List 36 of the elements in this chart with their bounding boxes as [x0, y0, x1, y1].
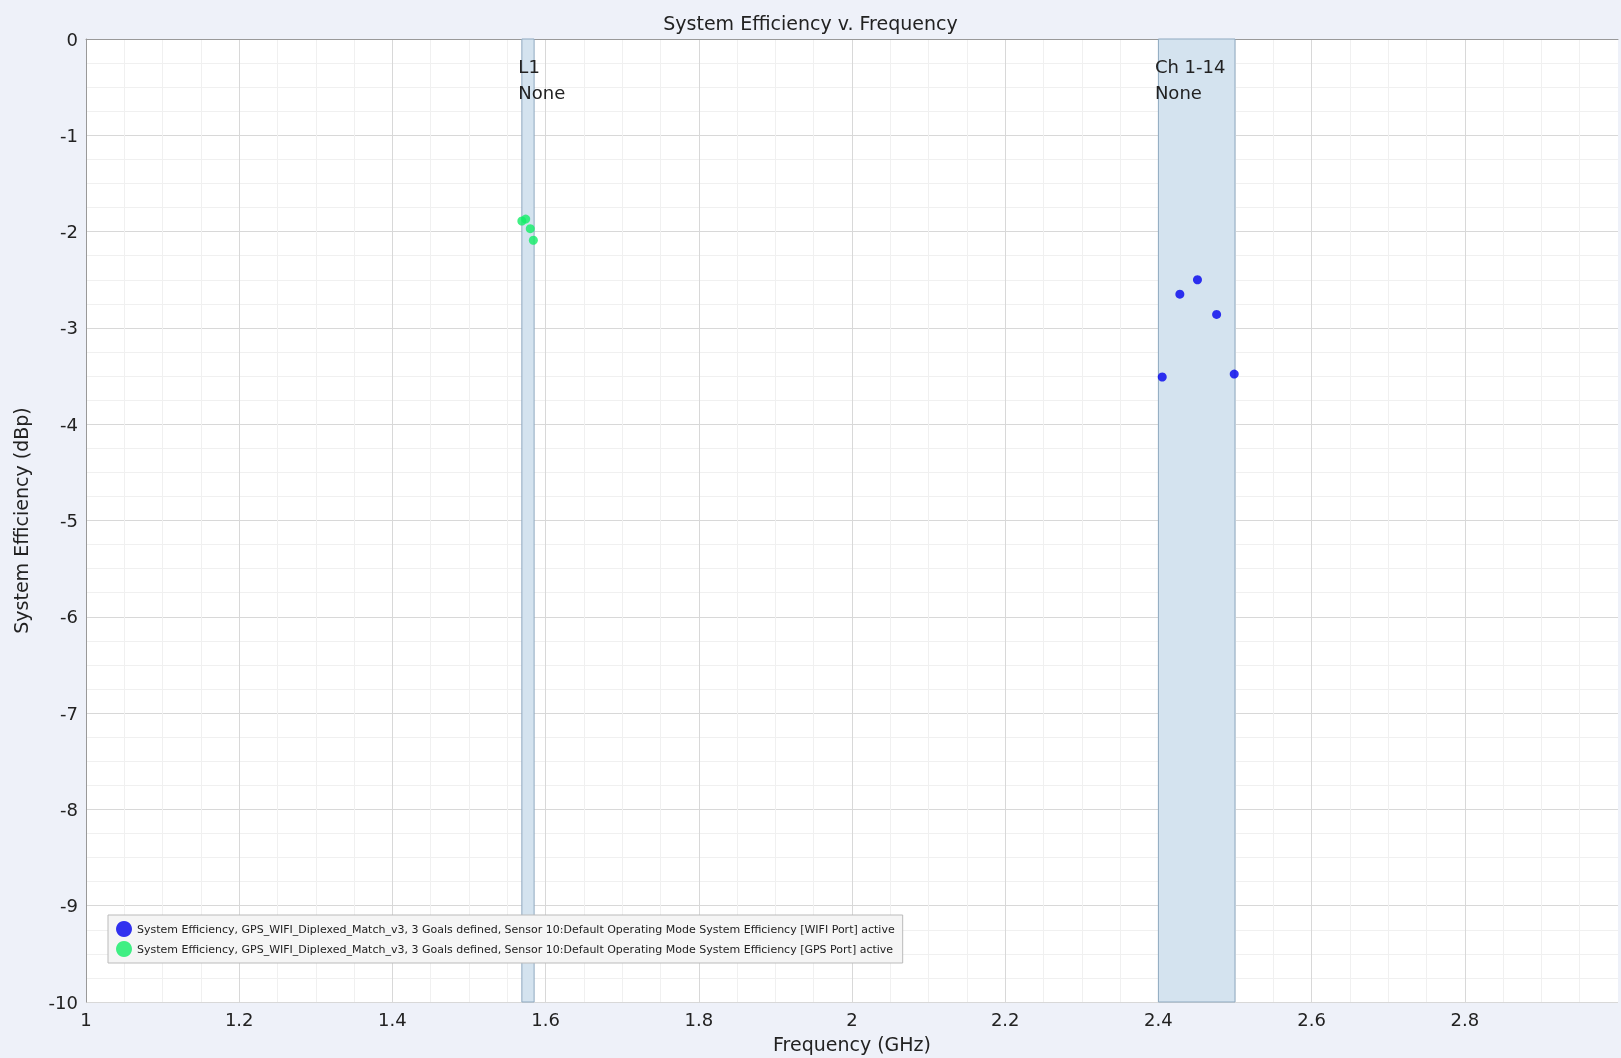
y-tick-label: -8 [60, 798, 78, 820]
y-axis-title: System Efficiency (dBp) [9, 407, 32, 634]
point [521, 214, 531, 224]
y-tick-label: -5 [60, 510, 78, 531]
x-tick-label: 1.6 [531, 1008, 560, 1030]
legend-label: System Efficiency, GPS_WIFI_Diplexed_Match_v3, 3 Goals defined, Sensor 10:Default Operating Mode System Efficiency [GPS Port] active [137, 942, 894, 956]
y-tick-label: -4 [60, 413, 78, 435]
y-tick-label: -10 [48, 991, 78, 1013]
y-tick-label: 0 [66, 28, 78, 50]
point [525, 224, 535, 234]
legend-label: System Efficiency, GPS_WIFI_Diplexed_Match_v3, 3 Goals defined, Sensor 10:Default Operating Mode System Efficiency [WIFI Port] active [137, 922, 895, 936]
chart-title: System Efficiency v. Frequency [663, 11, 958, 34]
y-tick-label: -9 [60, 895, 78, 917]
x-tick-label: 2.2 [990, 1008, 1020, 1030]
x-tick-label: 1.2 [224, 1008, 254, 1030]
point [1157, 372, 1167, 382]
point [1192, 275, 1202, 285]
y-tick-label: -6 [60, 606, 78, 628]
y-tick-label: -3 [60, 317, 78, 339]
band-label: Ch 1-14 None [1154, 56, 1226, 103]
x-tick-label: 2.4 [1144, 1008, 1173, 1030]
point [1212, 309, 1222, 319]
point [528, 235, 538, 245]
x-tick-label: 1.8 [684, 1008, 714, 1030]
x-tick-label: 2 [846, 1008, 858, 1030]
y-tick-label: -1 [60, 124, 78, 146]
x-tick-label: 2.6 [1297, 1008, 1326, 1030]
x-tick-label: 1.4 [378, 1008, 407, 1030]
x-tick-label: 2.8 [1450, 1008, 1480, 1030]
y-tick-label: -2 [60, 221, 78, 243]
point [1175, 289, 1185, 299]
x-axis-title: Frequency (GHz) [772, 1032, 932, 1055]
band-label: L1 None [518, 56, 566, 103]
point [1229, 369, 1239, 379]
y-tick-label: -7 [60, 702, 78, 724]
x-tick-label: 1 [80, 1008, 92, 1030]
